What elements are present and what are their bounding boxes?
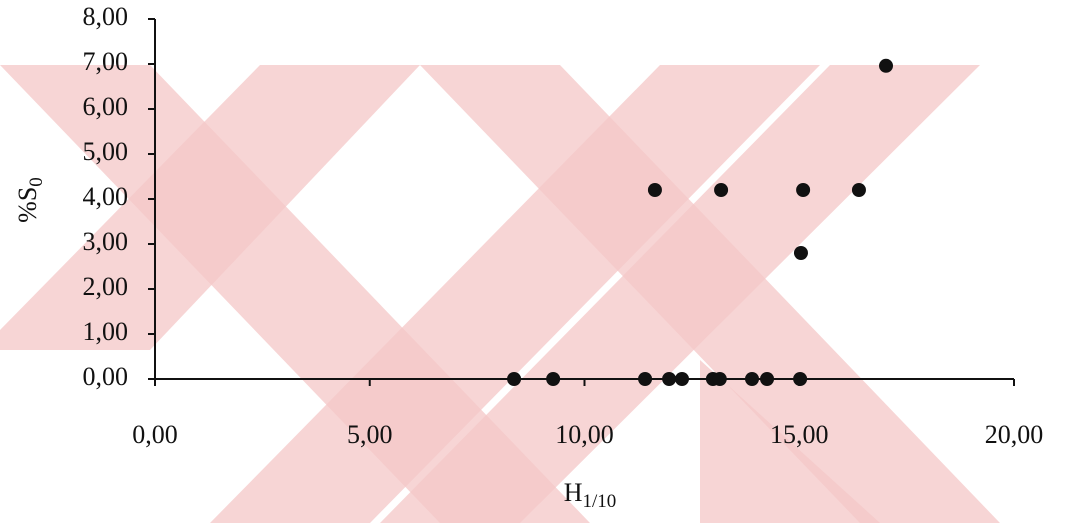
x-tick-label: 15,00 — [770, 420, 829, 449]
point — [796, 183, 811, 197]
y-tick-label: 4,00 — [83, 182, 129, 211]
x-tick-label: 0,00 — [132, 420, 178, 449]
y-tick-label: 5,00 — [83, 137, 129, 166]
y-tick-label: 6,00 — [83, 92, 129, 121]
point — [714, 183, 729, 197]
point — [851, 183, 866, 197]
x-axis-label-main: H — [564, 478, 583, 507]
point — [879, 58, 894, 73]
y-tick-label: 7,00 — [83, 47, 129, 76]
point — [674, 372, 689, 386]
y-axis-label-main: %S — [13, 187, 42, 223]
point — [507, 372, 522, 386]
point — [647, 183, 662, 197]
y-axis-label: %S0 — [13, 177, 47, 223]
watermark — [0, 65, 1000, 523]
y-axis-label-sub: 0 — [26, 177, 47, 187]
point — [638, 372, 653, 386]
y-tick-label: 3,00 — [83, 227, 129, 256]
y-tick-label: 8,00 — [83, 2, 129, 31]
point — [760, 372, 775, 386]
y-tick-label: 1,00 — [83, 317, 129, 346]
x-tick-label: 20,00 — [985, 420, 1044, 449]
point — [662, 372, 677, 386]
point — [793, 246, 808, 260]
x-tick-label: 5,00 — [347, 420, 393, 449]
point — [793, 372, 808, 386]
point — [745, 372, 760, 386]
y-tick-label: 2,00 — [83, 272, 129, 301]
x-tick-label: 10,00 — [555, 420, 614, 449]
point — [712, 372, 727, 386]
x-axis-label-sub: 1/10 — [583, 491, 617, 512]
point — [546, 372, 561, 386]
y-tick-label: 0,00 — [83, 362, 129, 391]
x-axis-label: H1/10 — [564, 478, 617, 512]
